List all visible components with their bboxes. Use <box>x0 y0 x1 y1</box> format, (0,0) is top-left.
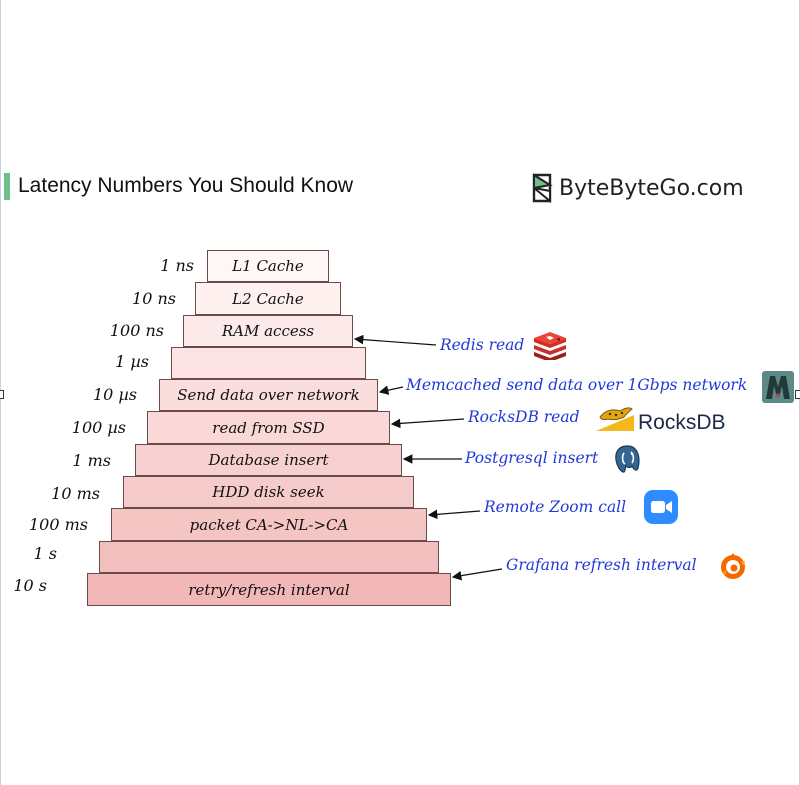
arrow-memcached <box>378 385 404 395</box>
latency-label: 10 ns <box>132 289 176 308</box>
annotation-memcached: Memcached send data over 1Gbps network <box>406 376 748 394</box>
step-l1-cache: L1 Cache <box>207 250 329 282</box>
rocksdb-logo-text: RocksDB <box>638 411 726 434</box>
step-1-us <box>171 347 366 379</box>
step-label: HDD disk seek <box>212 483 325 501</box>
step-label: packet CA->NL->CA <box>189 515 349 534</box>
zoom-icon <box>644 490 678 524</box>
step-label: RAM access <box>221 322 315 340</box>
latency-label: 1 s <box>33 544 57 563</box>
step-label: retry/refresh interval <box>188 580 350 599</box>
step-hdd-seek: HDD disk seek <box>123 476 414 508</box>
memcached-icon <box>762 371 794 403</box>
step-label: Database insert <box>208 451 329 469</box>
step-1-s <box>99 541 439 573</box>
step-send-data: Send data over network <box>159 379 378 411</box>
step-read-ssd: read from SSD <box>147 411 390 444</box>
left-resize-handle[interactable] <box>0 390 4 399</box>
step-label: L1 Cache <box>232 257 304 275</box>
title-accent-bar <box>4 173 10 200</box>
step-packet: packet CA->NL->CA <box>111 508 427 541</box>
step-label: read from SSD <box>212 418 325 437</box>
postgresql-icon <box>615 445 640 473</box>
step-database-insert: Database insert <box>135 444 402 476</box>
brand-logo: ByteByteGo.com <box>531 172 744 204</box>
latency-label: 100 ms <box>28 515 88 534</box>
step-l2-cache: L2 Cache <box>195 282 341 315</box>
latency-label: 1 ms <box>72 451 111 470</box>
page-title: Latency Numbers You Should Know <box>18 174 354 197</box>
step-ram-access: RAM access <box>183 315 353 347</box>
latency-label: 1 µs <box>115 352 149 371</box>
step-retry-refresh: retry/refresh interval <box>87 573 451 606</box>
bytebytego-logo-icon <box>532 173 553 203</box>
latency-label: 1 ns <box>160 256 194 275</box>
rocksdb-icon <box>596 407 634 431</box>
step-label: L2 Cache <box>232 289 304 308</box>
annotation-postgresql: Postgresql insert <box>465 449 599 467</box>
grafana-icon <box>721 553 745 579</box>
right-resize-handle[interactable] <box>795 390 800 399</box>
latency-label: 10 ms <box>51 484 100 503</box>
annotation-grafana: Grafana refresh interval <box>506 556 697 574</box>
annotation-redis: Redis read <box>440 336 525 354</box>
arrow-redis <box>353 334 437 346</box>
annotation-zoom: Remote Zoom call <box>484 498 627 516</box>
arrow-zoom <box>427 509 481 520</box>
latency-label: 100 µs <box>71 418 126 437</box>
latency-label: 10 s <box>13 576 47 595</box>
arrow-rocksdb <box>390 418 465 429</box>
latency-label: 100 ns <box>109 321 164 340</box>
brand-text: ByteByteGo.com <box>559 175 744 201</box>
redis-icon <box>534 332 566 360</box>
arrow-grafana <box>451 568 503 581</box>
annotation-rocksdb: RocksDB read <box>468 408 580 426</box>
latency-label: 10 µs <box>92 385 137 404</box>
step-label: Send data over network <box>177 386 360 404</box>
